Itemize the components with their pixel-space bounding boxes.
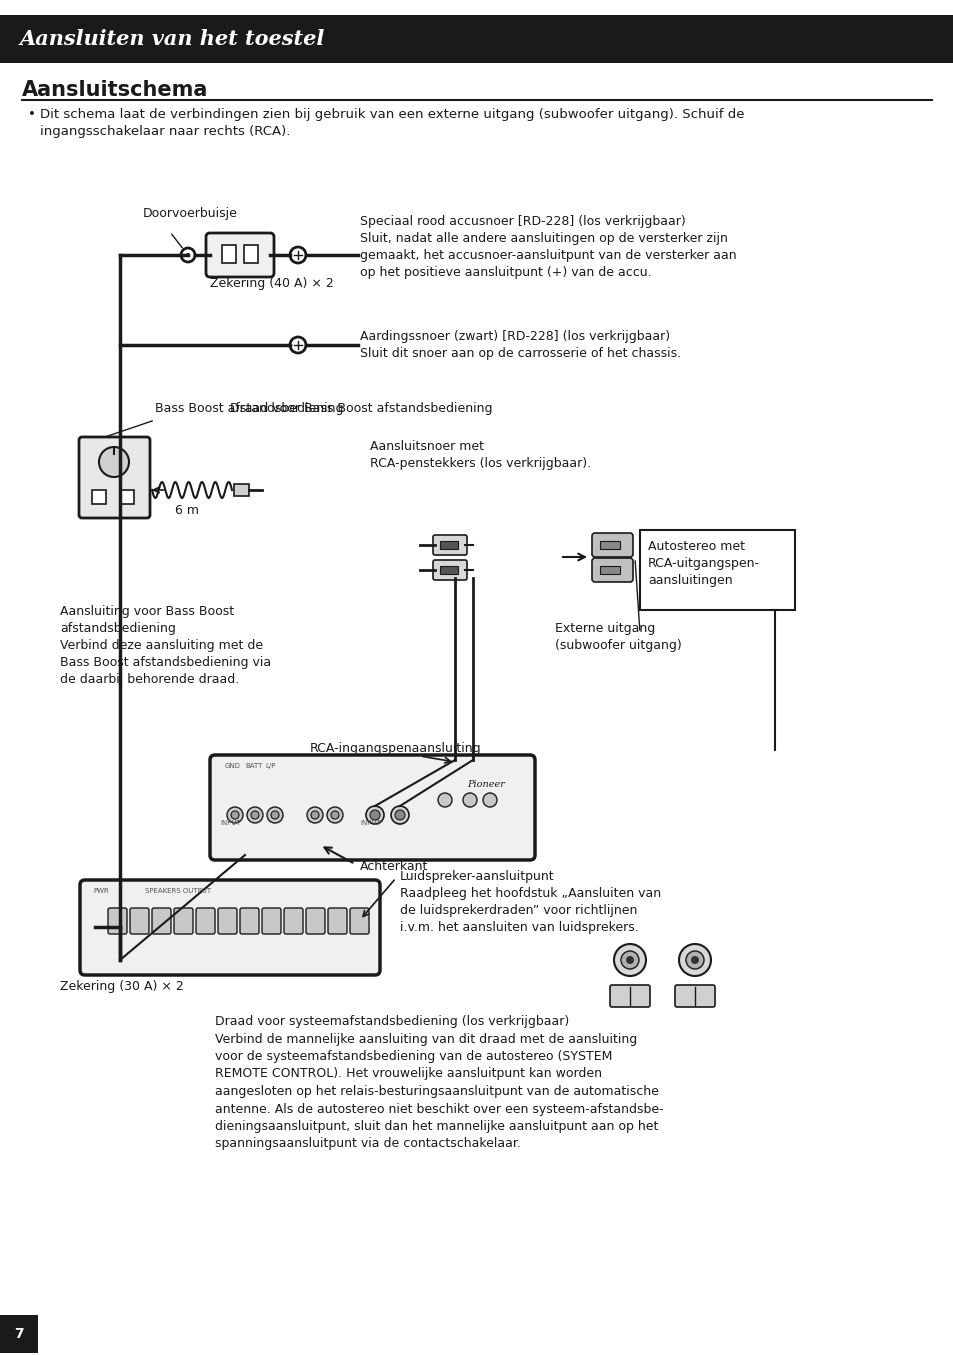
Text: PWR: PWR (92, 888, 109, 894)
FancyBboxPatch shape (0, 1314, 38, 1354)
FancyBboxPatch shape (0, 15, 953, 62)
Text: Pioneer: Pioneer (467, 780, 504, 789)
FancyBboxPatch shape (80, 879, 379, 976)
Text: Bass Boost afstandsbediening: Bass Boost afstandsbediening (154, 402, 343, 415)
FancyBboxPatch shape (592, 533, 633, 557)
Circle shape (391, 806, 409, 824)
FancyBboxPatch shape (91, 491, 106, 504)
FancyBboxPatch shape (152, 908, 171, 934)
FancyBboxPatch shape (233, 484, 249, 496)
FancyBboxPatch shape (130, 908, 149, 934)
FancyBboxPatch shape (439, 566, 457, 575)
FancyBboxPatch shape (599, 541, 619, 549)
Circle shape (267, 808, 283, 822)
FancyBboxPatch shape (350, 908, 369, 934)
Text: •: • (28, 108, 36, 121)
FancyBboxPatch shape (120, 491, 133, 504)
Text: Zekering (30 A) × 2: Zekering (30 A) × 2 (60, 980, 184, 993)
Text: L/P: L/P (265, 763, 275, 770)
Text: 7: 7 (14, 1327, 24, 1341)
Text: SPEAKERS OUTPUT: SPEAKERS OUTPUT (145, 888, 211, 894)
FancyBboxPatch shape (592, 558, 633, 583)
Circle shape (307, 808, 323, 822)
Circle shape (690, 957, 699, 963)
Text: Doorvoerbuisje: Doorvoerbuisje (143, 207, 237, 220)
Circle shape (462, 793, 476, 808)
Text: GND: GND (225, 763, 240, 770)
Text: RCA-ingangspenaansluiting: RCA-ingangspenaansluiting (310, 743, 481, 755)
Circle shape (620, 951, 639, 969)
Circle shape (251, 812, 258, 818)
Text: Zekering (40 A) × 2: Zekering (40 A) × 2 (210, 276, 334, 290)
Text: Aansluitsnoer met
RCA-penstekkers (los verkrijgbaar).: Aansluitsnoer met RCA-penstekkers (los v… (370, 440, 591, 470)
Text: Speciaal rood accusnoer [RD-228] (los verkrijgbaar)
Sluit, nadat alle andere aan: Speciaal rood accusnoer [RD-228] (los ve… (359, 215, 736, 279)
Circle shape (227, 808, 243, 822)
Circle shape (99, 447, 129, 477)
Circle shape (231, 812, 239, 818)
Circle shape (679, 944, 710, 976)
FancyBboxPatch shape (306, 908, 325, 934)
Circle shape (271, 812, 278, 818)
Text: Aardingssnoer (zwart) [RD-228] (los verkrijgbaar)
Sluit dit snoer aan op de carr: Aardingssnoer (zwart) [RD-228] (los verk… (359, 331, 680, 360)
Circle shape (247, 808, 263, 822)
Circle shape (685, 951, 703, 969)
Circle shape (482, 793, 497, 808)
Text: Autostereo met
RCA-uitgangspen-
aansluitingen: Autostereo met RCA-uitgangspen- aansluit… (647, 541, 760, 587)
FancyBboxPatch shape (173, 908, 193, 934)
FancyBboxPatch shape (195, 908, 214, 934)
Circle shape (366, 806, 384, 824)
Text: Aansluiting voor Bass Boost
afstandsbediening
Verbind deze aansluiting met de
Ba: Aansluiting voor Bass Boost afstandsbedi… (60, 604, 271, 686)
FancyBboxPatch shape (433, 560, 467, 580)
FancyBboxPatch shape (222, 245, 235, 263)
FancyBboxPatch shape (210, 755, 535, 860)
Circle shape (625, 957, 634, 963)
Text: Draad voor systeemafstandsbediening (los verkrijgbaar)
Verbind de mannelijke aan: Draad voor systeemafstandsbediening (los… (214, 1015, 663, 1150)
FancyBboxPatch shape (108, 908, 127, 934)
Text: Draad voor Bass Boost afstandsbediening: Draad voor Bass Boost afstandsbediening (230, 402, 492, 415)
FancyBboxPatch shape (244, 245, 257, 263)
Text: Aansluiten van het toestel: Aansluiten van het toestel (20, 28, 325, 49)
Circle shape (331, 812, 338, 818)
Text: INPUT: INPUT (220, 820, 240, 827)
FancyBboxPatch shape (262, 908, 281, 934)
FancyBboxPatch shape (639, 530, 794, 610)
Text: Aansluitschema: Aansluitschema (22, 80, 208, 100)
FancyBboxPatch shape (206, 233, 274, 276)
Text: Dit schema laat de verbindingen zien bij gebruik van een externe uitgang (subwoo: Dit schema laat de verbindingen zien bij… (40, 108, 743, 138)
Circle shape (437, 793, 452, 808)
Text: 6 m: 6 m (174, 504, 199, 518)
FancyBboxPatch shape (240, 908, 258, 934)
Circle shape (327, 808, 343, 822)
FancyBboxPatch shape (328, 908, 347, 934)
FancyBboxPatch shape (609, 985, 649, 1007)
Circle shape (395, 810, 405, 820)
Text: Luidspreker-aansluitpunt
Raadpleeg het hoofdstuk „Aansluiten van
de luidsprekerd: Luidspreker-aansluitpunt Raadpleeg het h… (399, 870, 660, 934)
Text: Achterkant: Achterkant (359, 860, 428, 873)
FancyBboxPatch shape (433, 535, 467, 556)
FancyBboxPatch shape (675, 985, 714, 1007)
FancyBboxPatch shape (439, 541, 457, 549)
FancyBboxPatch shape (599, 566, 619, 575)
Circle shape (370, 810, 379, 820)
FancyBboxPatch shape (79, 438, 150, 518)
Circle shape (614, 944, 645, 976)
Circle shape (186, 253, 190, 257)
Circle shape (311, 812, 318, 818)
Text: Externe uitgang
(subwoofer uitgang): Externe uitgang (subwoofer uitgang) (555, 622, 681, 652)
FancyBboxPatch shape (284, 908, 303, 934)
Text: INPUT: INPUT (359, 820, 380, 827)
FancyBboxPatch shape (218, 908, 236, 934)
Text: BATT: BATT (245, 763, 262, 770)
